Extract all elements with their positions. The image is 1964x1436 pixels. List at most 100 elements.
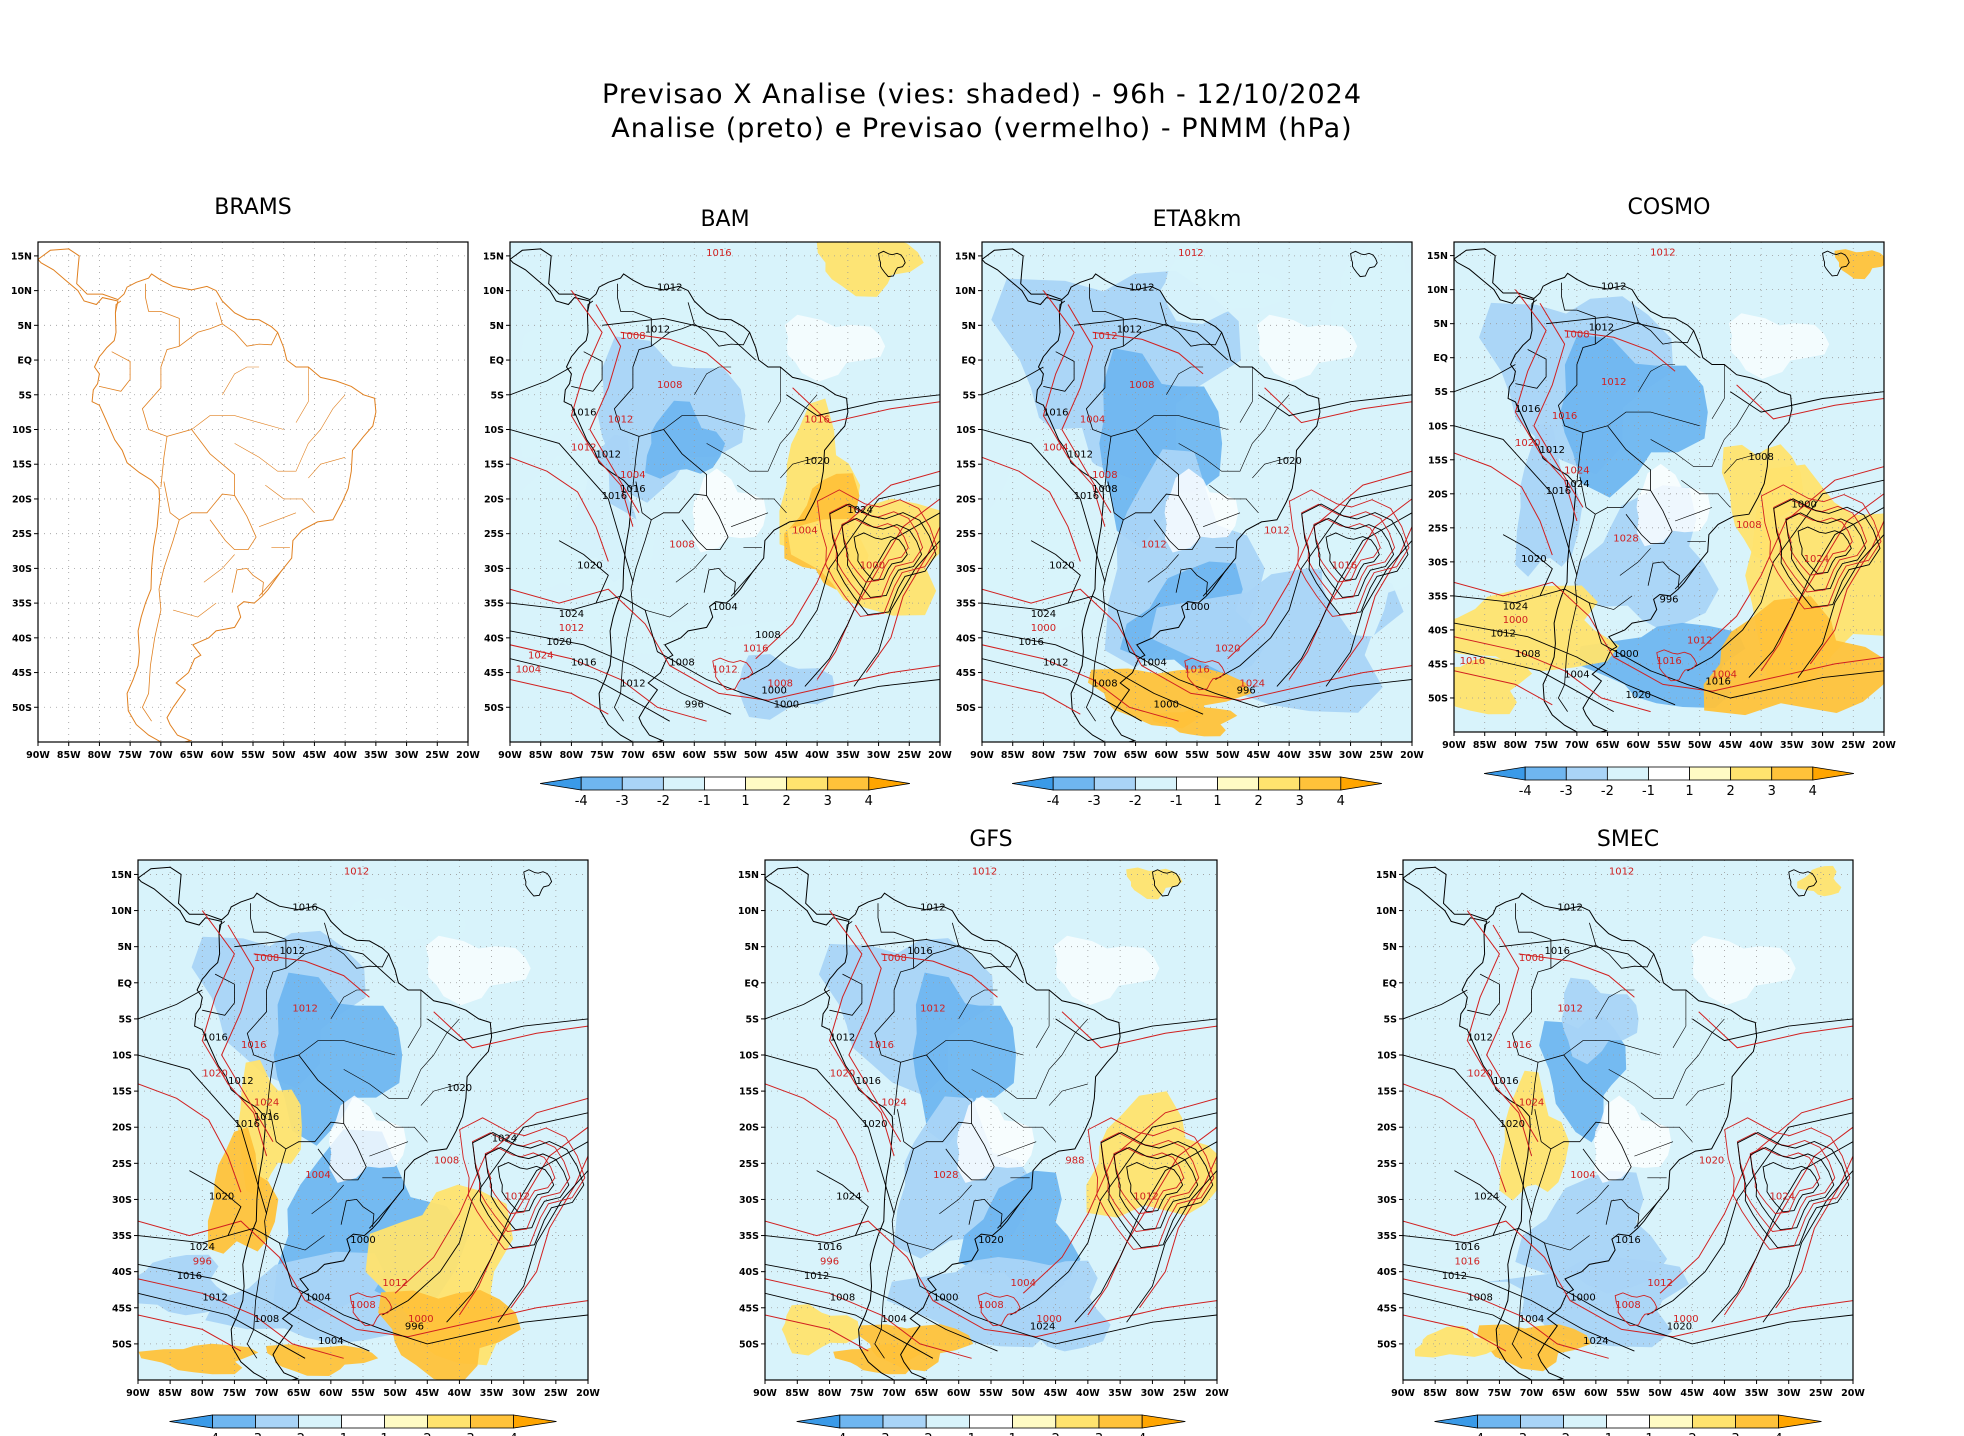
forecast-isobar-label: 1016 <box>706 248 731 259</box>
colorbar-segment <box>1606 766 1649 781</box>
analysis-isobar-label: 1008 <box>669 658 694 669</box>
analysis-isobar-label: 1000 <box>1613 649 1638 660</box>
forecast-isobar <box>221 924 274 1142</box>
state-border <box>1608 1054 1699 1099</box>
lon-tick-label: 25W <box>544 1388 568 1399</box>
analysis-isobar-label: 1004 <box>1141 658 1166 669</box>
lon-tick-label: 65W <box>652 750 676 761</box>
country-border <box>1561 282 1596 345</box>
colorbar-segment <box>580 776 623 791</box>
colorbar: -4 -3 -2 -1 1 2 3 4 <box>1012 776 1382 809</box>
country-border <box>1625 490 1673 544</box>
forecast-isobar-label: 1008 <box>350 1300 375 1311</box>
lat-tick-label: 10N <box>738 906 759 917</box>
lon-tick-label: 50W <box>1648 1388 1672 1399</box>
forecast-isobar-label: 1008 <box>1615 1300 1640 1311</box>
map-area <box>982 242 1412 742</box>
lon-tick-label: 55W <box>1616 1388 1640 1399</box>
country-border <box>703 567 736 595</box>
lat-tick-label: 10S <box>484 425 504 436</box>
lat-tick-label: 25S <box>1377 1159 1397 1170</box>
analysis-isobar <box>1687 479 1884 672</box>
colorbar-tick-label: -1 <box>963 1432 976 1436</box>
lat-tick-label: 50S <box>12 703 32 714</box>
forecast-isobar <box>1139 1155 1217 1309</box>
lat-tick-label: EQ <box>17 356 32 367</box>
analysis-isobar-label: 996 <box>1237 685 1256 696</box>
forecast-isobar-label: 1012 <box>559 623 584 634</box>
state-border <box>1681 479 1731 508</box>
forecast-isobar-label: 1012 <box>571 442 596 453</box>
bias-shade <box>138 1254 232 1316</box>
lat-tick-label: 45S <box>112 1303 132 1314</box>
bias-shade <box>1087 668 1252 729</box>
state-border <box>1209 484 1259 513</box>
forecast-isobar-label: 1008 <box>1736 520 1761 531</box>
forecast-isobar-label: 1012 <box>920 1004 945 1015</box>
colorbar-tick-label: 4 <box>1138 1432 1146 1436</box>
colorbar-tick-label: -1 <box>1170 794 1183 809</box>
lat-tick-label: 5S <box>1435 387 1449 398</box>
lat-tick-label: 30S <box>12 564 32 575</box>
lat-tick-label: 10N <box>111 906 132 917</box>
state-border <box>730 512 769 527</box>
forecast-isobar-label: 1016 <box>1460 656 1485 667</box>
analysis-isobar-label: 996 <box>1659 595 1678 606</box>
analysis-isobar-label: 1012 <box>620 678 645 689</box>
bias-shade <box>645 400 726 479</box>
lon-tick-label: 30W <box>1777 1388 1801 1399</box>
analysis-isobar-label: 1012 <box>1117 324 1142 335</box>
analysis-isobar <box>138 1263 370 1352</box>
analysis-isobar-label: 1012 <box>280 946 305 957</box>
analysis-isobar <box>1797 534 1884 678</box>
forecast-isobar <box>1403 1278 1609 1359</box>
lon-tick-label: 70W <box>255 1388 279 1399</box>
lat-tick-label: 25S <box>1428 523 1448 534</box>
analysis-isobar-label: 1012 <box>1467 1033 1492 1044</box>
colorbar: -4 -3 -2 -1 1 2 3 4 <box>1434 1414 1822 1436</box>
forecast-isobar-label: 1008 <box>1564 329 1589 340</box>
state-border <box>737 484 787 513</box>
analysis-isobar-label: 1016 <box>1705 676 1730 687</box>
analysis-isobar-label: 1012 <box>645 324 670 335</box>
analysis-isobar-label: 1000 <box>774 699 799 710</box>
forecast-isobar <box>881 953 998 998</box>
panel-gfs: GFS1012101610121016102010241016101210081… <box>738 827 1230 1436</box>
colorbar-segment <box>1735 1414 1779 1429</box>
forecast-isobar <box>1022 1097 1217 1294</box>
forecast-isobar <box>982 679 1081 715</box>
analysis-isobar-label: 1004 <box>318 1336 343 1347</box>
map-area <box>765 860 1217 1380</box>
analysis-isobar <box>1737 1131 1850 1249</box>
lat-tick-label: 40S <box>484 633 504 644</box>
bias-shade <box>781 1304 860 1356</box>
lon-tick-label: 20W <box>456 750 480 761</box>
analysis-isobar-label: 1016 <box>202 1033 227 1044</box>
state-border <box>258 512 297 527</box>
lat-tick-label: 5S <box>119 1014 133 1025</box>
colorbar-segment <box>298 1414 342 1429</box>
country-border <box>209 495 257 550</box>
colorbar-tick-label: -4 <box>1519 784 1532 799</box>
panel-eta8km: ETA8km1012101210161012101610201024101610… <box>955 207 1425 809</box>
country-border <box>1123 302 1167 347</box>
forecast-isobar <box>1288 489 1410 617</box>
bias-shade <box>833 1343 924 1375</box>
state-border <box>1178 429 1265 472</box>
analysis-isobar-label: 1020 <box>209 1191 234 1202</box>
lon-tick-label: 30W <box>395 750 419 761</box>
country-border <box>829 973 863 1016</box>
forecast-isobar-label: 1004 <box>1011 1278 1036 1289</box>
forecast-isobar <box>1403 1314 1507 1352</box>
lat-tick-label: 40S <box>12 633 32 644</box>
colorbar-tick-label: -2 <box>1129 794 1142 809</box>
colorbar-tick-label: -3 <box>1088 794 1101 809</box>
forecast-isobar <box>1087 1126 1217 1316</box>
forecast-isobar-label: 1012 <box>1647 1278 1672 1289</box>
lon-tick-label: 60W <box>947 1388 971 1399</box>
colorbar-segment <box>384 1414 428 1429</box>
bias-shade <box>912 972 1016 1146</box>
analysis-isobar-label: 1024 <box>1474 1191 1499 1202</box>
analysis-isobar <box>1647 1112 1853 1316</box>
forecast-isobar <box>1724 1117 1851 1250</box>
